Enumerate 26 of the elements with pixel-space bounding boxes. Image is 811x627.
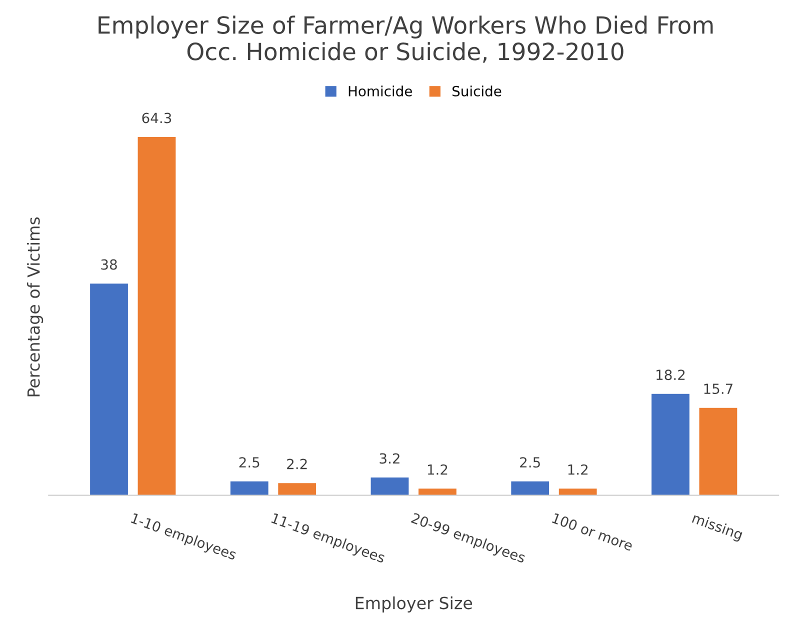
data-label: 1.2 [568,464,588,475]
legend-label: Homicide [348,86,412,96]
y-axis-title: Percentage of Victims [26,217,44,396]
bar [558,488,597,496]
bar [90,284,128,496]
bar [278,483,316,496]
x-tick-label: 100 or more [552,512,634,552]
bar [418,488,456,496]
data-label: 15.7 [704,384,732,394]
bar [652,394,690,496]
bar [230,481,268,496]
bar [138,137,176,496]
data-label: 18.2 [656,370,685,380]
data-label: 64.3 [142,112,172,124]
data-label: 2.5 [239,457,260,468]
data-label: 2.2 [287,458,307,470]
bar [370,478,409,496]
data-label: 3.2 [380,453,400,464]
legend-label: Suicide [452,86,502,96]
x-axis-title: Employer Size [356,596,472,613]
data-label: 1.2 [428,464,448,475]
bar [699,408,738,496]
data-label: 38 [101,259,117,270]
data-label: 2.5 [520,457,540,468]
chart-title: Employer Size of Farmer/Ag Workers Who Died From Occ. Homicide or Suicide, 1992-2010 [98,16,713,63]
bar [511,481,550,496]
